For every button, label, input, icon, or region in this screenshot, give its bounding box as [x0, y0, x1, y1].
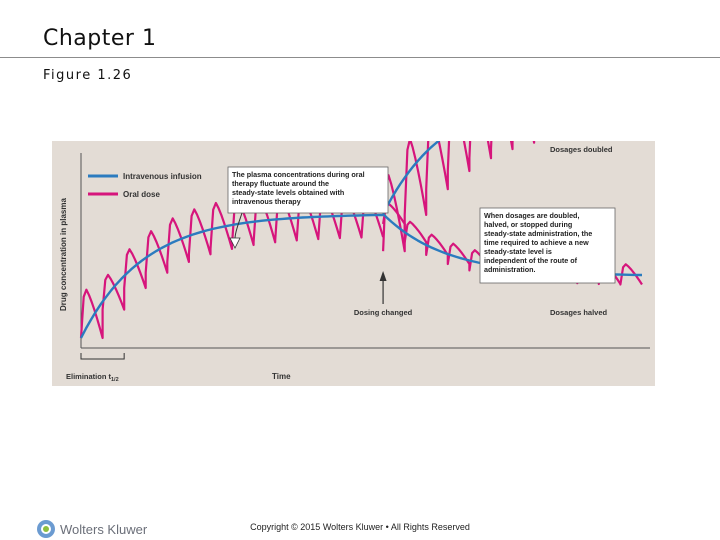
dosage-note-line: steady-state level is — [484, 247, 552, 256]
dosage-note-line: steady-state administration, the — [484, 229, 592, 238]
plasma-annotation-text: The plasma concentrations during oral the… — [232, 170, 365, 206]
publisher-logo: Wolters Kluwer — [36, 519, 147, 539]
elimination-label-text: Elimination t — [66, 372, 112, 381]
dosage-annotation-box — [479, 207, 616, 284]
dosage-annotation-text: When dosages are doubled, halved, or stop… — [484, 211, 592, 274]
elimination-label: Elimination t1/2 — [66, 372, 119, 383]
legend-label-oral: Oral dose — [123, 190, 160, 199]
elimination-label-subscript: 1/2 — [111, 377, 119, 383]
legend-label-iv: Intravenous infusion — [123, 172, 202, 181]
plasma-arrow-head — [229, 237, 241, 249]
slide-title: Chapter 1 — [43, 26, 157, 51]
dosage-note-line: time required to achieve a new — [484, 238, 589, 247]
dosage-note-line: administration. — [484, 265, 536, 274]
plasma-note-line: intravenous therapy — [232, 197, 301, 206]
plasma-note-line: steady-state levels obtained with — [232, 188, 344, 197]
dosages-doubled-label: Dosages doubled — [550, 145, 613, 154]
y-axis-label: Drug concentration in plasma — [59, 198, 68, 311]
plasma-note-line: The plasma concentrations during oral — [232, 170, 365, 179]
dosage-note-line: halved, or stopped during — [484, 220, 572, 229]
iv-infusion-line-0 — [79, 213, 384, 339]
dosages-halved-label: Dosages halved — [550, 308, 608, 317]
legend: Intravenous infusion Oral dose — [88, 172, 202, 199]
oral-dose-line-0 — [79, 192, 385, 340]
dosing-changed-arrow-head — [379, 271, 387, 281]
dosing-changed-label: Dosing changed — [354, 308, 413, 317]
x-axis-label: Time — [272, 372, 291, 381]
dosage-annotation: When dosages are doubled, halved, or stop… — [479, 207, 616, 284]
iv-infusion-line-1 — [382, 141, 441, 215]
dosage-note-line: independent of the route of — [484, 256, 578, 265]
dosing-changed-marker: Dosing changed — [354, 271, 413, 317]
figure-label: Figure 1.26 — [43, 68, 133, 83]
oral-dose-line-1 — [382, 141, 536, 253]
logo-text: Wolters Kluwer — [60, 521, 148, 537]
copyright-text: Copyright © 2015 Wolters Kluwer • All Ri… — [250, 522, 470, 532]
elimination-bracket-line — [80, 353, 125, 360]
dosage-note-line: When dosages are doubled, — [484, 211, 579, 220]
plasma-note-line: therapy fluctuate around the — [232, 179, 329, 188]
plasma-annotation: The plasma concentrations during oral the… — [227, 166, 389, 249]
wolters-kluwer-logo-icon — [37, 520, 55, 538]
plasma-annotation-box — [227, 166, 389, 214]
pharmacokinetics-chart: Drug concentration in plasma Time Intrav… — [59, 141, 650, 383]
title-divider — [0, 57, 720, 58]
elimination-bracket: Elimination t1/2 — [66, 353, 125, 383]
